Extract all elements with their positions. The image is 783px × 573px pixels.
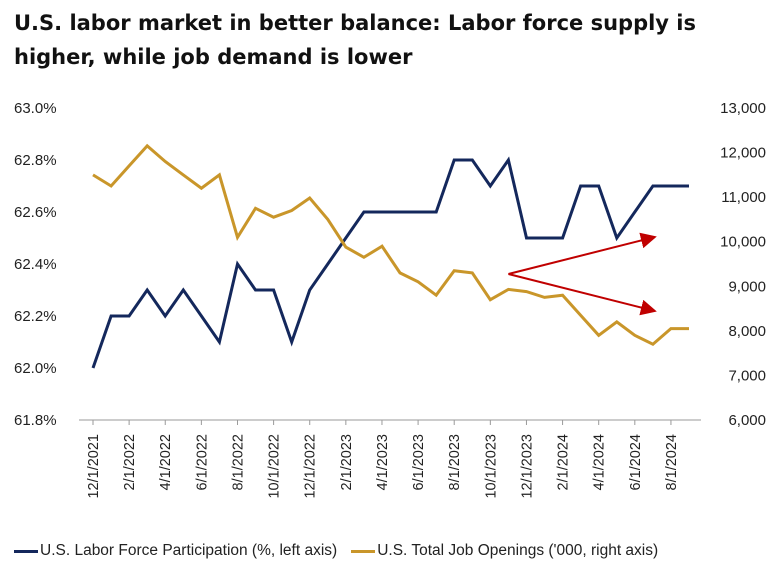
y-left-tick-label: 62.2% [14,308,57,325]
y-left-tick-label: 62.0% [14,360,57,377]
y-right-tick-label: 6,000 [728,412,766,429]
x-tick-label: 6/1/2022 [194,434,210,490]
y-left-tick-label: 62.8% [14,152,57,169]
x-tick-label: 12/1/2023 [519,434,535,499]
legend-item-openings: U.S. Total Job Openings ('000, right axi… [351,542,658,560]
y-right-tick-label: 8,000 [728,323,766,340]
y-left-tick-label: 62.4% [14,256,57,273]
y-left-tick-label: 61.8% [14,412,57,429]
x-tick-label: 10/1/2022 [267,434,283,499]
x-tick-label: 2/1/2023 [339,434,355,490]
y-right-tick-label: 11,000 [721,189,766,206]
series-line-participation [91,156,689,369]
x-tick-label: 12/1/2021 [86,434,102,499]
x-tick-label: 2/1/2024 [556,434,572,490]
legend-label-participation: U.S. Labor Force Participation (%, left … [40,542,338,559]
x-tick-label: 4/1/2022 [158,434,174,490]
y-right-tick-label: 7,000 [728,367,766,384]
x-tick-label: 12/1/2022 [303,434,319,499]
x-tick-label: 6/1/2024 [628,434,644,490]
y-right-tick-label: 12,000 [720,145,766,162]
x-tick-label: 6/1/2023 [411,434,427,490]
legend-swatch-openings [351,549,376,553]
legend-label-openings: U.S. Total Job Openings ('000, right axi… [377,542,659,559]
arrow-up-annotation [508,232,657,275]
chart-title: U.S. labor market in better balance: Lab… [14,11,696,69]
x-tick-label: 8/1/2022 [230,434,246,490]
legend-swatch-participation [14,549,38,553]
arrow-down-annotation [508,273,657,316]
series-line-openings [92,143,689,346]
y-left-tick-label: 62.6% [14,204,57,221]
y-right-tick-label: 10,000 [720,234,766,251]
legend: U.S. Labor Force Participation (%, left … [14,538,774,564]
x-tick-label: 8/1/2024 [664,434,680,490]
x-tick-label: 8/1/2023 [447,434,463,490]
x-tick-label: 10/1/2023 [483,434,499,499]
x-tick-label: 2/1/2022 [122,434,138,490]
x-tick-label: 4/1/2024 [592,434,608,490]
x-tick-label: 4/1/2023 [375,434,391,490]
y-right-tick-label: 13,000 [720,100,766,117]
legend-item-participation: U.S. Labor Force Participation (%, left … [14,542,337,560]
y-left-tick-label: 63.0% [14,100,57,117]
y-right-tick-label: 9,000 [728,278,766,295]
